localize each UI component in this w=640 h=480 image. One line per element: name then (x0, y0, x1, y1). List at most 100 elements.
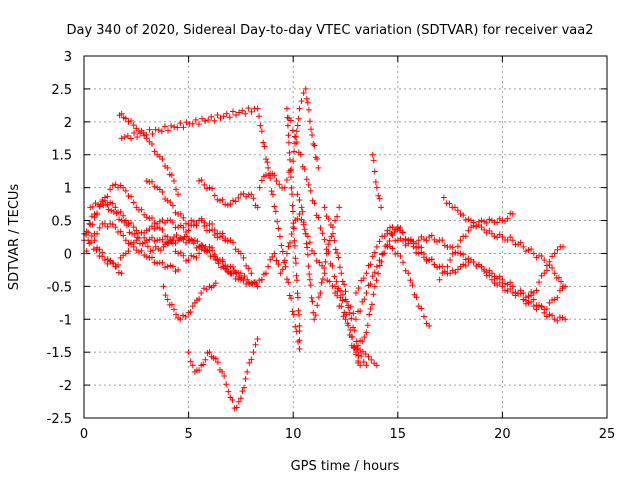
data-point (375, 192, 382, 199)
data-point (264, 159, 271, 166)
data-point (175, 250, 182, 257)
data-point (269, 191, 276, 198)
data-point (216, 197, 223, 204)
data-point (397, 252, 404, 259)
data-point (318, 279, 325, 286)
data-point (183, 119, 190, 126)
data-point (155, 126, 162, 133)
data-point (245, 105, 252, 112)
data-point (289, 127, 296, 134)
data-point (333, 278, 340, 285)
data-point (237, 250, 244, 257)
data-point (335, 254, 342, 261)
data-point (277, 270, 284, 277)
data-point (317, 224, 324, 231)
data-point (347, 303, 354, 310)
data-point (198, 246, 205, 253)
data-point (165, 127, 172, 134)
data-point (530, 250, 537, 257)
data-point (352, 316, 359, 323)
data-point (308, 294, 315, 301)
data-point (180, 252, 187, 259)
data-point (454, 266, 461, 273)
data-point (143, 178, 150, 185)
data-point (185, 349, 192, 356)
data-point (284, 122, 291, 129)
data-point (228, 270, 235, 277)
data-point (128, 219, 135, 226)
data-point (301, 226, 308, 233)
data-point (321, 236, 328, 243)
data-point (107, 257, 114, 264)
data-point (101, 220, 108, 227)
data-point (378, 204, 385, 211)
x-tick-label: 10 (285, 427, 302, 442)
data-point (148, 254, 155, 261)
data-point (208, 113, 215, 120)
data-point (283, 176, 290, 183)
data-point (164, 296, 171, 303)
data-point (221, 372, 228, 379)
data-point (294, 290, 301, 297)
data-point (299, 208, 306, 215)
data-point (296, 210, 303, 217)
data-point (147, 248, 154, 255)
data-point (321, 265, 328, 272)
data-point (353, 338, 360, 345)
data-point (409, 282, 416, 289)
data-point (202, 118, 209, 125)
data-point (294, 122, 301, 129)
data-point (475, 218, 482, 225)
data-point (140, 129, 147, 136)
data-point (319, 230, 326, 237)
data-point (368, 301, 375, 308)
data-point (222, 201, 229, 208)
data-point (198, 289, 205, 296)
data-point (373, 362, 380, 369)
data-point (185, 257, 192, 264)
data-point (248, 356, 255, 363)
data-point (130, 224, 137, 231)
data-point (258, 276, 265, 283)
data-point (159, 236, 166, 243)
data-point (407, 277, 414, 284)
chart-title: Day 340 of 2020, Sidereal Day-to-day VTE… (66, 23, 593, 38)
data-point (175, 191, 182, 198)
data-point (235, 398, 242, 405)
data-point (536, 279, 543, 286)
data-point (389, 245, 396, 252)
data-point (242, 375, 249, 382)
data-point (83, 248, 90, 255)
x-tick-label: 0 (80, 427, 88, 442)
data-point (309, 131, 316, 138)
data-point (117, 228, 124, 235)
data-point (439, 269, 446, 276)
data-point (293, 277, 300, 284)
data-point (397, 225, 404, 232)
y-tick-label: 2 (64, 116, 72, 131)
data-point (219, 368, 226, 375)
y-tick-label: 2.5 (51, 83, 72, 98)
data-point (180, 224, 187, 231)
data-point (491, 233, 498, 240)
data-point (507, 279, 514, 286)
data-point (360, 275, 367, 282)
data-point (290, 225, 297, 232)
data-point (95, 201, 102, 208)
data-point (203, 286, 210, 293)
data-point (560, 243, 567, 250)
data-point (350, 310, 357, 317)
data-point (367, 306, 374, 313)
data-point (261, 143, 268, 150)
data-point (265, 172, 272, 179)
data-point (528, 298, 535, 305)
data-point (368, 356, 375, 363)
data-point (169, 219, 176, 226)
data-point (297, 151, 304, 158)
data-point (148, 178, 155, 185)
data-point (202, 243, 209, 250)
data-point (121, 218, 128, 225)
data-point (291, 133, 298, 140)
data-point (367, 261, 374, 268)
data-point (230, 197, 237, 204)
